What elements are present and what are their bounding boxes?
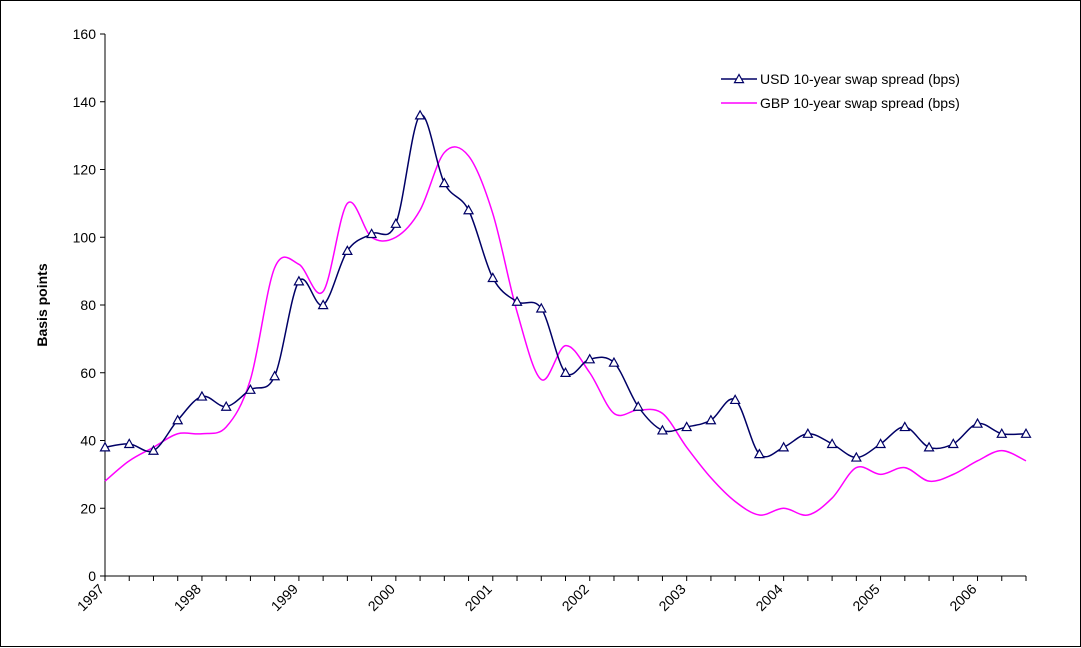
data-point-usd: [147, 444, 159, 455]
y-tick-label: 0: [88, 568, 96, 584]
x-tick-label: 2005: [849, 581, 882, 614]
data-point-usd: [220, 400, 232, 411]
data-point-usd: [729, 394, 741, 405]
data-point-usd: [875, 438, 887, 449]
data-point-usd: [681, 421, 693, 432]
data-point-usd: [850, 451, 862, 462]
data-point-usd: [656, 424, 668, 435]
data-point-usd: [414, 109, 426, 120]
x-tick-label: 1998: [171, 581, 204, 614]
data-point-usd: [996, 427, 1008, 438]
data-point-usd: [293, 275, 305, 286]
data-point-usd: [511, 295, 523, 306]
data-point-usd: [244, 383, 256, 394]
data-point-usd: [778, 441, 790, 452]
data-point-usd: [1020, 427, 1032, 438]
x-tick-label: 1999: [268, 581, 301, 614]
y-tick-label: 140: [73, 94, 97, 110]
x-tick-label: 1997: [74, 581, 107, 614]
data-point-usd: [826, 438, 838, 449]
y-tick-label: 60: [80, 365, 96, 381]
data-point-usd: [196, 390, 208, 401]
data-point-usd: [899, 421, 911, 432]
y-tick-label: 160: [73, 26, 97, 42]
data-point-usd: [535, 302, 547, 313]
x-tick-label: 2001: [462, 581, 495, 614]
data-point-usd: [753, 448, 765, 459]
data-point-usd: [584, 353, 596, 364]
data-point-usd: [463, 204, 475, 215]
x-tick-label: 2002: [559, 581, 592, 614]
data-point-usd: [705, 414, 717, 425]
series-line-usd: [104, 114, 1027, 459]
data-point-usd: [923, 441, 935, 452]
y-tick-label: 120: [73, 162, 97, 178]
axes: 0 20 40 60 80 100 120 140 160 1997 1998 1999 2000 200…: [34, 26, 1027, 614]
y-tick-label: 80: [80, 297, 96, 313]
x-tick-label: 2000: [365, 581, 398, 614]
series-line-gbp: [104, 146, 1027, 516]
data-point-usd: [99, 441, 111, 452]
y-tick-label: 20: [80, 500, 96, 516]
legend-entry: USD 10-year swap spread (bps): [760, 71, 960, 87]
data-point-usd: [269, 370, 281, 381]
x-tick-label: 2003: [655, 581, 688, 614]
data-point-usd: [947, 438, 959, 449]
legend: USD 10-year swap spread (bps) GBP 10-year…: [721, 71, 960, 111]
data-point-usd: [366, 228, 378, 239]
y-tick-label: 40: [80, 433, 96, 449]
data-point-usd: [632, 400, 644, 411]
legend-entry: GBP 10-year swap spread (bps): [760, 95, 960, 111]
data-point-usd: [487, 272, 499, 283]
data-point-usd: [438, 177, 450, 188]
data-point-usd: [341, 245, 353, 255]
y-tick-label: 100: [73, 229, 97, 245]
x-tick-label: 2004: [752, 581, 785, 614]
data-point-usd: [802, 427, 814, 438]
data-point-usd: [559, 367, 572, 377]
y-axis-title: Basis points: [34, 263, 50, 346]
data-point-usd: [123, 438, 135, 449]
data-point-usd: [172, 414, 184, 425]
data-point-usd: [390, 217, 402, 228]
data-point-usd: [608, 356, 620, 367]
legend-marker: [733, 73, 745, 84]
data-point-usd: [972, 417, 984, 428]
data-point-usd: [317, 299, 329, 310]
x-tick-label: 2006: [946, 581, 979, 614]
series-layer: [99, 109, 1032, 516]
